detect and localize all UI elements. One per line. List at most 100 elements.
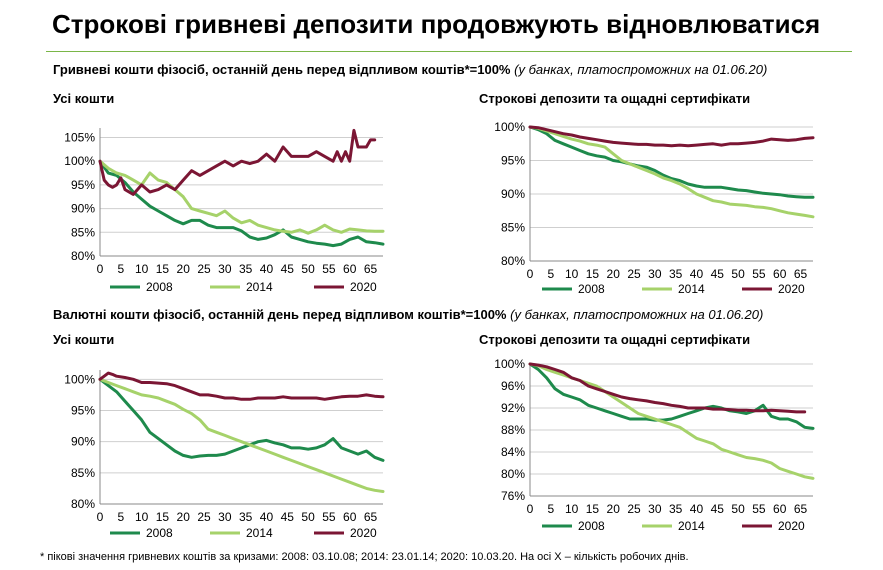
x-tick-label: 10 [135, 262, 149, 276]
chart-uah-term: 80% 85% 90% 95% 100% 0 5 10 15 20 25 30 35 40 45 50 55 60… [494, 120, 815, 296]
x-tick-label: 50 [301, 262, 315, 276]
y-tick-label: 88% [501, 423, 525, 437]
x-tick-label: 5 [547, 267, 554, 281]
x-tick-label: 35 [669, 267, 683, 281]
x-tick-label: 55 [322, 510, 336, 524]
page-title: Строкові гривневі депозити продовжують в… [52, 9, 821, 39]
x-tick-label: 65 [364, 262, 378, 276]
y-tick-label: 100% [494, 357, 525, 371]
y-tick-label: 100% [64, 154, 95, 168]
x-tick-label: 45 [281, 262, 295, 276]
x-tick-label: 25 [197, 262, 211, 276]
x-tick-label: 60 [773, 267, 787, 281]
x-tick-label: 30 [648, 502, 662, 516]
chart-fx-term: 76% 80% 84% 88% 92% 96% 100% 0 5 10 15 20 25 30 35 40 45… [494, 357, 815, 533]
y-tick-label: 100% [494, 120, 525, 134]
y-tick-label: 85% [71, 466, 95, 480]
legend-label-2008: 2008 [146, 280, 173, 294]
y-tick-label: 100% [64, 372, 95, 386]
x-tick-label: 10 [565, 502, 579, 516]
series-line-2020 [98, 371, 385, 401]
series-line-2008 [528, 362, 815, 430]
legend-label-2014: 2014 [678, 519, 705, 533]
x-tick-label: 65 [794, 267, 808, 281]
x-tick-label: 15 [586, 502, 600, 516]
legend-label-2008: 2008 [578, 519, 605, 533]
y-tick-label: 95% [501, 154, 525, 168]
legend-label-2008: 2008 [146, 526, 173, 540]
x-tick-label: 30 [648, 267, 662, 281]
series-line-2020 [528, 125, 815, 148]
x-tick-label: 15 [156, 510, 170, 524]
x-tick-label: 40 [690, 502, 704, 516]
y-tick-label: 80% [501, 467, 525, 481]
y-tick-label: 90% [71, 202, 95, 216]
x-tick-label: 35 [669, 502, 683, 516]
section-heading-uah-note: (у банках, платоспроможних на 01.06.20) [514, 62, 768, 77]
series-line-2020 [98, 128, 377, 196]
x-tick-label: 60 [773, 502, 787, 516]
y-tick-label: 80% [501, 254, 525, 268]
y-tick-label: 84% [501, 445, 525, 459]
x-tick-label: 0 [97, 510, 104, 524]
x-tick-label: 55 [752, 267, 766, 281]
x-tick-label: 0 [527, 502, 534, 516]
chart-fx-all-title: Усі кошти [53, 332, 115, 347]
x-tick-label: 20 [177, 510, 191, 524]
legend-label-2020: 2020 [778, 519, 805, 533]
section-heading-fx-note: (у банках, платоспроможних на 01.06.20) [510, 307, 764, 322]
x-tick-label: 20 [177, 262, 191, 276]
section-heading-uah: Гривневі кошти фізосіб, останній день пе… [53, 62, 767, 77]
legend-label-2014: 2014 [246, 526, 273, 540]
x-tick-label: 15 [586, 267, 600, 281]
footnote: * пікові значення гривневих коштів за кр… [40, 551, 689, 563]
series-line-2020 [528, 362, 807, 414]
x-tick-label: 15 [156, 262, 170, 276]
x-tick-label: 5 [547, 502, 554, 516]
x-tick-label: 40 [260, 510, 274, 524]
x-tick-label: 50 [301, 510, 315, 524]
series-line-2014 [528, 362, 815, 480]
x-tick-label: 30 [218, 510, 232, 524]
chart-uah-term-title: Строкові депозити та ощадні сертифікати [479, 91, 751, 106]
legend-label-2020: 2020 [350, 526, 377, 540]
series-line-2008 [98, 159, 385, 248]
x-tick-label: 50 [731, 267, 745, 281]
series-line-2014 [98, 377, 385, 493]
x-tick-label: 25 [627, 502, 641, 516]
y-tick-label: 80% [71, 497, 95, 511]
x-tick-label: 30 [218, 262, 232, 276]
x-tick-label: 0 [97, 262, 104, 276]
y-tick-label: 105% [64, 130, 95, 144]
y-tick-label: 95% [71, 178, 95, 192]
y-tick-label: 85% [71, 225, 95, 239]
y-tick-label: 90% [501, 187, 525, 201]
y-tick-label: 95% [71, 404, 95, 418]
x-tick-label: 0 [527, 267, 534, 281]
x-tick-label: 5 [117, 510, 124, 524]
series-line-2014 [528, 125, 815, 219]
x-tick-label: 60 [343, 262, 357, 276]
x-tick-label: 50 [731, 502, 745, 516]
chart-uah-all-title: Усі кошти [53, 91, 115, 106]
y-tick-label: 90% [71, 435, 95, 449]
x-tick-label: 5 [117, 262, 124, 276]
title-divider [46, 51, 852, 52]
x-tick-label: 10 [565, 267, 579, 281]
chart-uah-all: 80% 85% 90% 95% 100% 105% 0 5 10 15 20 25 30 35 40 45 50… [64, 128, 385, 294]
y-tick-label: 85% [501, 221, 525, 235]
legend-label-2014: 2014 [246, 280, 273, 294]
x-tick-label: 20 [607, 502, 621, 516]
series-line-2008 [528, 125, 815, 199]
section-heading-fx-text: Валютні кошти фізосіб, останній день пер… [53, 307, 507, 322]
legend-label-2020: 2020 [350, 280, 377, 294]
x-tick-label: 35 [239, 510, 253, 524]
chart-fx-term-title: Строкові депозити та ощадні сертифікати [479, 332, 751, 347]
chart-fx-all: 80% 85% 90% 95% 100% 0 5 10 15 20 25 30 35 40 45 50 55 60… [64, 370, 385, 540]
x-tick-label: 25 [627, 267, 641, 281]
x-tick-label: 45 [711, 502, 725, 516]
y-tick-label: 80% [71, 249, 95, 263]
x-tick-label: 10 [135, 510, 149, 524]
x-tick-label: 45 [711, 267, 725, 281]
x-tick-label: 45 [281, 510, 295, 524]
